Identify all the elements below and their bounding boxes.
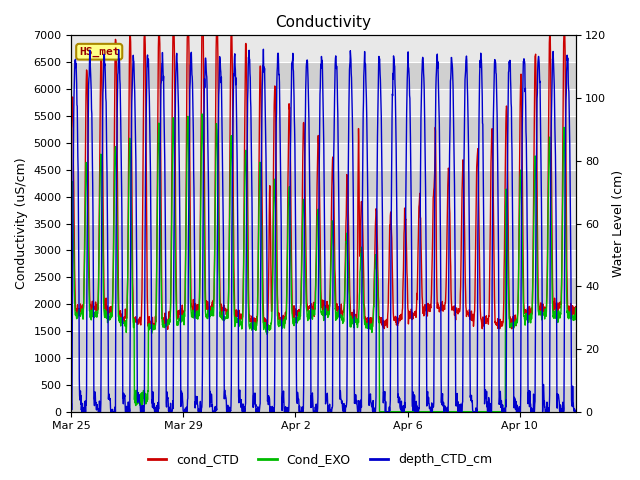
Bar (72, 224, 575, 251)
Y-axis label: Conductivity (uS/cm): Conductivity (uS/cm) (15, 158, 28, 289)
Bar (72, 143, 575, 170)
Bar (72, 89, 575, 116)
Bar (72, 358, 575, 385)
Bar (72, 116, 575, 143)
Bar (72, 62, 575, 89)
Bar (72, 170, 575, 197)
Bar (72, 277, 575, 304)
Text: HS_met: HS_met (79, 47, 120, 57)
Bar (72, 304, 575, 331)
Legend: cond_CTD, Cond_EXO, depth_CTD_cm: cond_CTD, Cond_EXO, depth_CTD_cm (143, 448, 497, 471)
Bar (72, 331, 575, 358)
Bar (72, 197, 575, 224)
Title: Conductivity: Conductivity (275, 15, 371, 30)
Bar (72, 36, 575, 62)
Bar (72, 385, 575, 412)
Bar (72, 251, 575, 277)
Y-axis label: Water Level (cm): Water Level (cm) (612, 170, 625, 277)
